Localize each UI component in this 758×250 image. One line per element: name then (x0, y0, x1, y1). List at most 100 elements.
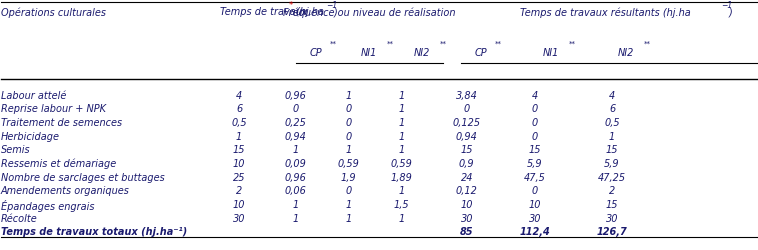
Text: −1: −1 (721, 1, 732, 10)
Text: 1: 1 (293, 199, 299, 209)
Text: 30: 30 (233, 213, 246, 222)
Text: 0: 0 (531, 104, 538, 114)
Text: 1: 1 (346, 90, 352, 101)
Text: 15: 15 (606, 145, 619, 155)
Text: 0,9: 0,9 (459, 158, 475, 168)
Text: Fréquence ou niveau de réalisation: Fréquence ou niveau de réalisation (283, 8, 456, 18)
Text: **: ** (387, 41, 394, 47)
Text: −1: −1 (326, 1, 337, 10)
Text: 0,25: 0,25 (285, 118, 307, 128)
Text: 5,9: 5,9 (604, 158, 620, 168)
Text: Temps de travaux totaux (hj.ha⁻¹): Temps de travaux totaux (hj.ha⁻¹) (1, 226, 187, 236)
Text: 0: 0 (293, 104, 299, 114)
Text: Épandages engrais: Épandages engrais (1, 199, 94, 211)
Text: 4: 4 (609, 90, 615, 101)
Text: 30: 30 (461, 213, 473, 222)
Text: 0,96: 0,96 (285, 90, 307, 101)
Text: 0: 0 (464, 104, 470, 114)
Text: Ressemis et démariage: Ressemis et démariage (1, 158, 116, 169)
Text: Reprise labour + NPK: Reprise labour + NPK (1, 104, 105, 114)
Text: 0,5: 0,5 (231, 118, 247, 128)
Text: 1: 1 (346, 199, 352, 209)
Text: 47,25: 47,25 (598, 172, 626, 182)
Text: Traitement de semences: Traitement de semences (1, 118, 122, 128)
Text: 4: 4 (531, 90, 538, 101)
Text: 10: 10 (233, 199, 246, 209)
Text: 30: 30 (606, 213, 619, 222)
Text: 0: 0 (346, 131, 352, 141)
Text: 0,5: 0,5 (604, 118, 620, 128)
Text: 6: 6 (236, 104, 242, 114)
Text: 112,4: 112,4 (519, 226, 550, 236)
Text: 0,09: 0,09 (285, 158, 307, 168)
Text: *: * (289, 1, 293, 10)
Text: 10: 10 (233, 158, 246, 168)
Text: 1: 1 (399, 118, 405, 128)
Text: Amendements organiques: Amendements organiques (1, 186, 130, 196)
Text: 47,5: 47,5 (524, 172, 546, 182)
Text: 3,84: 3,84 (456, 90, 478, 101)
Text: 5,9: 5,9 (527, 158, 543, 168)
Text: **: ** (440, 41, 447, 47)
Text: NI2: NI2 (619, 47, 634, 57)
Text: 1,89: 1,89 (391, 172, 412, 182)
Text: 126,7: 126,7 (597, 226, 628, 236)
Text: Herbicidage: Herbicidage (1, 131, 60, 141)
Text: NI1: NI1 (543, 47, 559, 57)
Text: 10: 10 (461, 199, 473, 209)
Text: 2: 2 (236, 186, 242, 196)
Text: 1: 1 (346, 213, 352, 222)
Text: 0: 0 (346, 104, 352, 114)
Text: 30: 30 (528, 213, 541, 222)
Text: 15: 15 (528, 145, 541, 155)
Text: CP: CP (475, 47, 487, 57)
Text: 15: 15 (233, 145, 246, 155)
Text: 15: 15 (461, 145, 473, 155)
Text: NI2: NI2 (414, 47, 431, 57)
Text: 0,125: 0,125 (453, 118, 481, 128)
Text: NI1: NI1 (361, 47, 377, 57)
Text: 1: 1 (399, 213, 405, 222)
Text: Nombre de sarclages et buttages: Nombre de sarclages et buttages (1, 172, 164, 182)
Text: (hj.ha: (hj.ha (293, 8, 324, 17)
Text: 1: 1 (293, 145, 299, 155)
Text: 1,9: 1,9 (341, 172, 356, 182)
Text: 0: 0 (531, 186, 538, 196)
Text: **: ** (495, 41, 502, 47)
Text: 1: 1 (293, 213, 299, 222)
Text: 1: 1 (609, 131, 615, 141)
Text: **: ** (644, 41, 651, 47)
Text: 2: 2 (609, 186, 615, 196)
Text: Labour attelé: Labour attelé (1, 90, 66, 101)
Text: **: ** (330, 41, 337, 47)
Text: Temps de travaux résultants (hj.ha: Temps de travaux résultants (hj.ha (520, 8, 691, 18)
Text: CP: CP (310, 47, 322, 57)
Text: 0: 0 (346, 118, 352, 128)
Text: 10: 10 (528, 199, 541, 209)
Text: ): ) (334, 8, 337, 17)
Text: 4: 4 (236, 90, 242, 101)
Text: 1: 1 (399, 145, 405, 155)
Text: 25: 25 (233, 172, 246, 182)
Text: 0,94: 0,94 (285, 131, 307, 141)
Text: 0,59: 0,59 (338, 158, 360, 168)
Text: 0,59: 0,59 (391, 158, 412, 168)
Text: Opérations culturales: Opérations culturales (1, 8, 105, 18)
Text: 1: 1 (399, 104, 405, 114)
Text: 1: 1 (399, 186, 405, 196)
Text: 1: 1 (399, 90, 405, 101)
Text: Semis: Semis (1, 145, 30, 155)
Text: 0,96: 0,96 (285, 172, 307, 182)
Text: 0: 0 (346, 186, 352, 196)
Text: 6: 6 (609, 104, 615, 114)
Text: 0,12: 0,12 (456, 186, 478, 196)
Text: 1,5: 1,5 (394, 199, 409, 209)
Text: 0: 0 (531, 131, 538, 141)
Text: ): ) (728, 8, 732, 17)
Text: Temps de travaux: Temps de travaux (220, 8, 308, 17)
Text: 1: 1 (346, 145, 352, 155)
Text: 1: 1 (399, 131, 405, 141)
Text: 1: 1 (236, 131, 242, 141)
Text: Récolte: Récolte (1, 213, 37, 222)
Text: **: ** (568, 41, 575, 47)
